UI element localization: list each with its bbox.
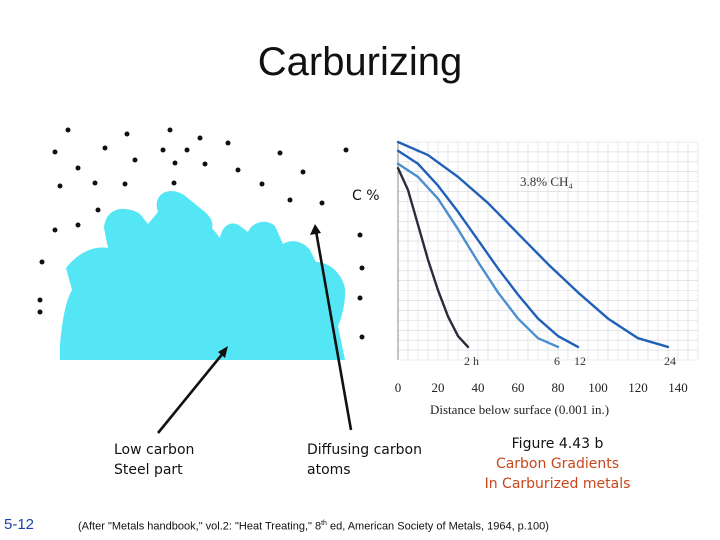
caption-part-line1: Low carbon: [114, 442, 195, 458]
series-label-4: 24: [664, 354, 676, 368]
x-tick-label: 100: [588, 380, 608, 395]
citation: (After "Metals handbook," vol.2: "Heat T…: [78, 520, 549, 533]
caption-part-line2: Steel part: [114, 462, 183, 478]
chart-series: [396, 140, 670, 349]
citation-text-b: ed, American Society of Metals, 1964, p.…: [326, 520, 549, 533]
series-line-2: [396, 162, 560, 349]
series-label-2: 6: [554, 354, 560, 368]
chart-x-axis-label: Distance below surface (0.001 in.): [430, 402, 609, 417]
chart-grid: [397, 141, 699, 361]
x-tick-label: 140: [668, 380, 688, 395]
figure-caption-line2: Carbon Gradients: [495, 456, 620, 472]
series-label-1: 2 h: [464, 354, 479, 368]
x-tick-label: 20: [432, 380, 445, 395]
series-line-1: [396, 166, 470, 349]
low-carbon-steel-gear: [60, 191, 346, 360]
caption-atoms-line2: atoms: [307, 462, 351, 478]
slide-number: 5-12: [4, 516, 35, 533]
x-tick-label: 80: [552, 380, 565, 395]
series-line-4: [396, 140, 670, 349]
chart-annotation: 3.8% CH₄: [520, 174, 573, 189]
caption-low-carbon-steel: Low carbon Steel part: [114, 440, 194, 480]
x-tick-label: 40: [472, 380, 485, 395]
arrows: [156, 224, 353, 434]
x-tick-label: 120: [628, 380, 648, 395]
x-tick-label: 0: [395, 380, 402, 395]
caption-atoms-line1: Diffusing carbon: [307, 442, 422, 458]
figure-caption: Figure 4.43 b Carbon Gradients In Carbur…: [470, 434, 645, 494]
carbon-atom-dots: [37, 127, 365, 340]
figure-caption-line3: In Carburized metals: [484, 476, 631, 492]
caption-diffusing-carbon: Diffusing carbon atoms: [307, 440, 422, 480]
chart-series-labels: 2 h 6 12 24: [464, 354, 676, 368]
x-tick-label: 60: [512, 380, 525, 395]
series-line-3: [396, 149, 580, 349]
slide-title: Carburizing: [257, 40, 463, 84]
figure-number: Figure 4.43 b: [511, 436, 604, 452]
citation-text-a: (After "Metals handbook," vol.2: "Heat T…: [78, 520, 322, 533]
carbon-gradient-chart: 2 h 6 12 24 0 20 40 60 80 100 120 140 3.8% CH₄ Dis…: [380, 120, 720, 420]
chart-x-ticks: 0 20 40 60 80 100 120 140: [395, 380, 688, 395]
c-percent-axis-label: C %: [352, 188, 380, 204]
citation-superscript: th: [321, 520, 327, 527]
series-label-3: 12: [574, 354, 586, 368]
chart-background: [380, 120, 720, 420]
